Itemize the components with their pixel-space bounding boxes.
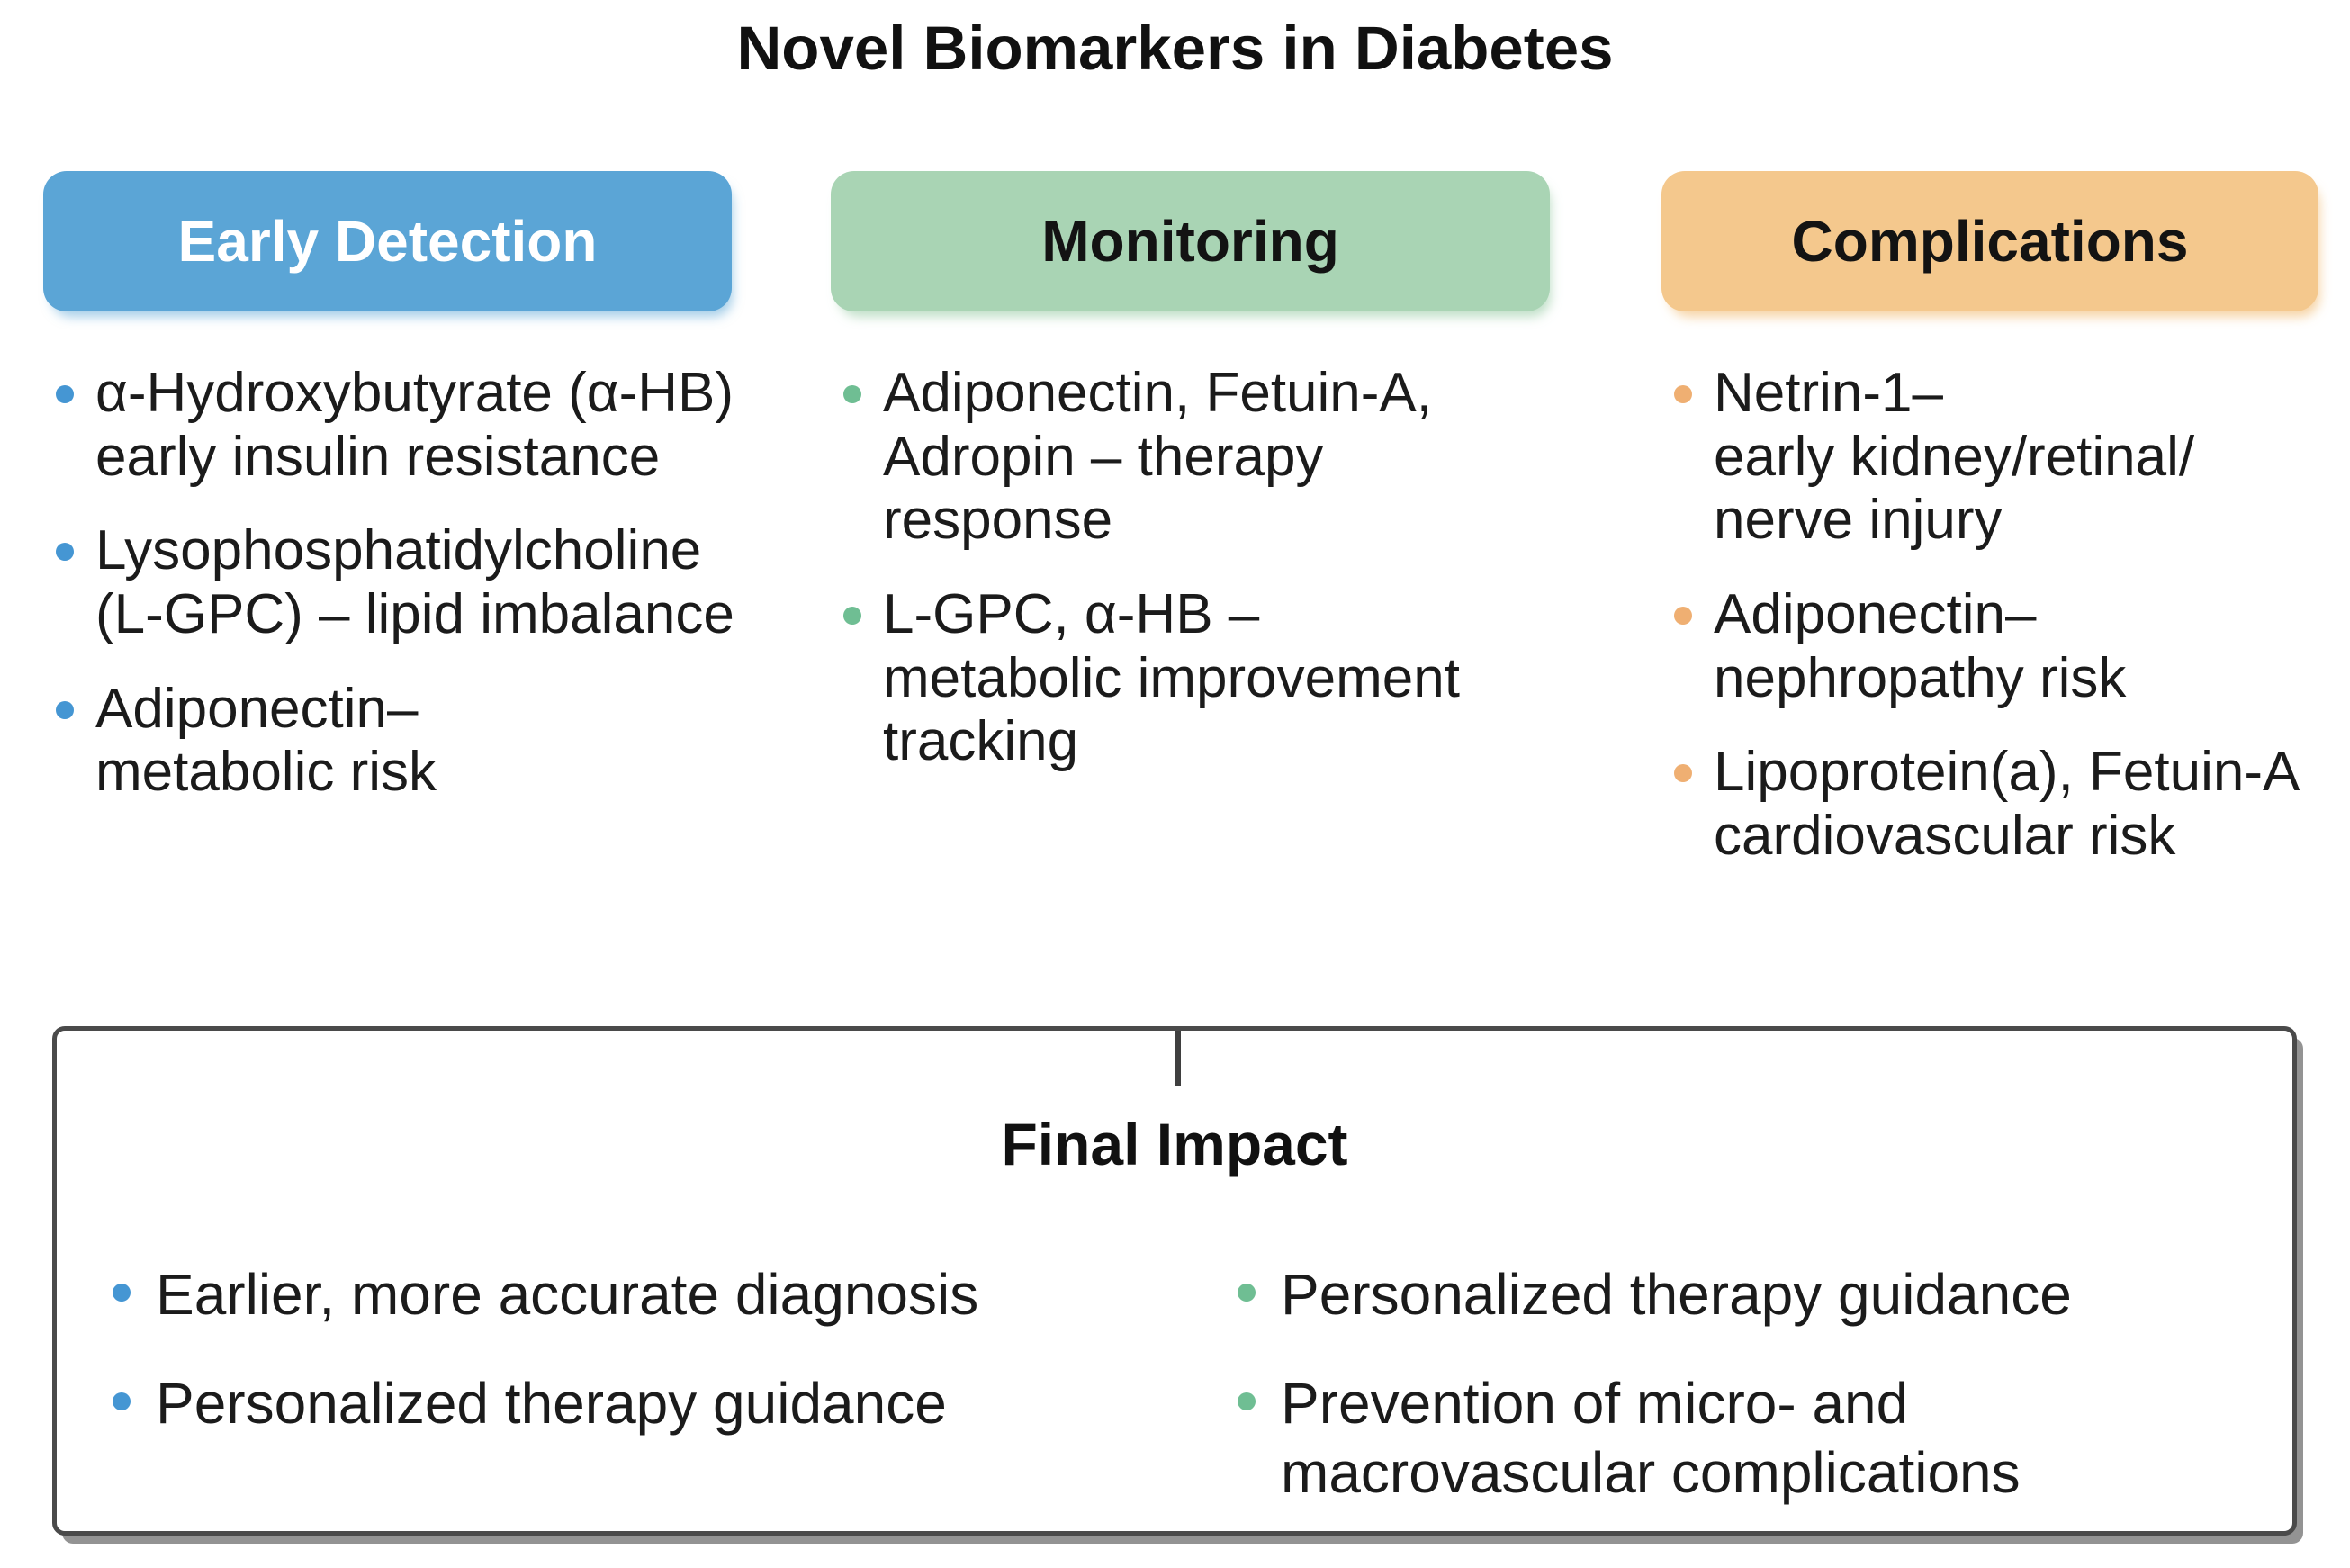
column-early-detection: Early Detection α-Hydroxybutyrate (α-HB)… — [43, 171, 831, 835]
list-item: Netrin-1– early kidney/retinal/ nerve in… — [1661, 362, 2350, 553]
bullet-dot-icon — [1674, 607, 1692, 626]
final-impact-left-list: Earlier, more accurate diagnosis Persona… — [100, 1260, 1207, 1478]
bullet-dot-icon — [843, 385, 861, 403]
bullet-dot-icon — [1238, 1284, 1256, 1302]
list-item-text: Personalized therapy guidance — [156, 1370, 947, 1436]
list-item-text: α-Hydroxybutyrate (α-HB) early insulin r… — [95, 362, 734, 488]
list-item: α-Hydroxybutyrate (α-HB) early insulin r… — [43, 362, 831, 489]
list-item: Lysophosphatidylcholine (L-GPC) – lipid … — [43, 519, 831, 646]
bullet-dot-icon — [113, 1392, 131, 1410]
bullet-dot-icon — [113, 1284, 131, 1302]
list-item-text: Prevention of micro- and macrovascular c… — [1281, 1370, 2021, 1505]
column-monitoring: Monitoring Adiponectin, Fetuin-A, Adropi… — [831, 171, 1551, 805]
bullet-dot-icon — [1238, 1392, 1256, 1410]
list-item-text: Adiponectin, Fetuin-A, Adropin – therapy… — [883, 362, 1433, 552]
list-item-text: Personalized therapy guidance — [1281, 1262, 2072, 1327]
list-item: Lipoprotein(a), Fetuin-A cardiovascular … — [1661, 741, 2350, 868]
bullet-dot-icon — [1674, 385, 1692, 403]
list-item: Earlier, more accurate diagnosis — [100, 1260, 1207, 1329]
list-item: L-GPC, α-HB – metabolic improvement trac… — [831, 583, 1551, 774]
bullet-dot-icon — [56, 543, 74, 562]
list-item-text: Adiponectin– nephropathy risk — [1714, 583, 2127, 709]
monitoring-header: Monitoring — [831, 171, 1550, 311]
bullet-dot-icon — [56, 700, 74, 719]
final-impact-box: Final Impact Earlier, more accurate diag… — [52, 1026, 2297, 1536]
list-item-text: Netrin-1– early kidney/retinal/ nerve in… — [1714, 362, 2195, 552]
list-item-text: Lysophosphatidylcholine (L-GPC) – lipid … — [95, 519, 734, 646]
list-item-text: Lipoprotein(a), Fetuin-A cardiovascular … — [1714, 741, 2300, 868]
complications-header: Complications — [1661, 171, 2318, 311]
figure-title: Novel Biomarkers in Diabetes — [736, 14, 1614, 83]
list-item: Personalized therapy guidance — [100, 1369, 1207, 1438]
list-item: Prevention of micro- and macrovascular c… — [1225, 1369, 2269, 1508]
final-impact-right-list: Personalized therapy guidance Prevention… — [1225, 1260, 2269, 1546]
monitoring-list: Adiponectin, Fetuin-A, Adropin – therapy… — [831, 362, 1551, 774]
list-item-text: Earlier, more accurate diagnosis — [156, 1262, 979, 1327]
list-item: Personalized therapy guidance — [1225, 1260, 2269, 1329]
list-item-text: L-GPC, α-HB – metabolic improvement trac… — [883, 583, 1460, 773]
final-impact-title: Final Impact — [1001, 1111, 1348, 1177]
bullet-dot-icon — [1674, 764, 1692, 783]
column-complications: Complications Netrin-1– early kidney/ret… — [1661, 171, 2350, 899]
early-detection-header: Early Detection — [43, 171, 732, 311]
complications-list: Netrin-1– early kidney/retinal/ nerve in… — [1661, 362, 2350, 869]
list-item: Adiponectin– nephropathy risk — [1661, 583, 2350, 710]
list-item: Adiponectin– metabolic risk — [43, 678, 831, 805]
early-detection-list: α-Hydroxybutyrate (α-HB) early insulin r… — [43, 362, 831, 805]
list-item: Adiponectin, Fetuin-A, Adropin – therapy… — [831, 362, 1551, 553]
list-item-text: Adiponectin– metabolic risk — [95, 677, 437, 804]
connector-line — [1175, 1031, 1181, 1086]
bullet-dot-icon — [843, 607, 861, 626]
bullet-dot-icon — [56, 385, 74, 403]
